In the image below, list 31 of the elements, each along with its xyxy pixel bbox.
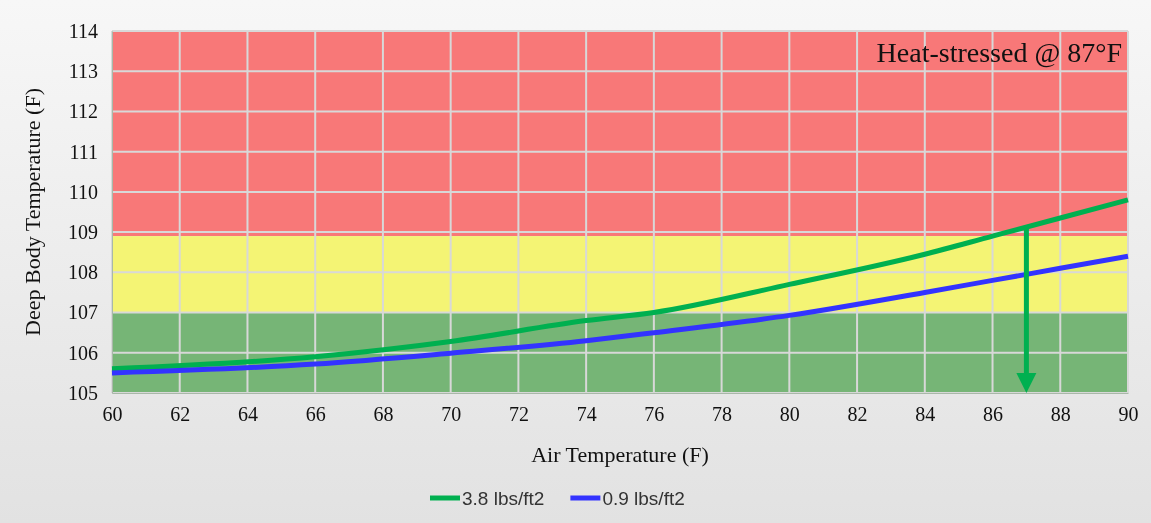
y-tick-label: 109 (68, 221, 98, 244)
x-axis-title: Air Temperature (F) (531, 442, 709, 467)
x-tick-label: 68 (373, 403, 394, 426)
x-tick-label: 66 (305, 403, 326, 426)
x-tick-label: 88 (1050, 403, 1071, 426)
legend-label: 0.9 lbs/ft2 (602, 488, 685, 509)
y-tick-label: 108 (68, 261, 98, 284)
x-tick-label: 74 (576, 403, 597, 426)
legend-label: 3.8 lbs/ft2 (462, 488, 545, 509)
y-tick-label: 106 (68, 341, 98, 364)
y-axis-title: Deep Body Temperature (F) (20, 88, 45, 336)
x-tick-label: 70 (441, 403, 462, 426)
y-tick-label: 110 (68, 180, 98, 203)
y-tick-label: 113 (68, 60, 98, 83)
x-tick-label: 80 (779, 403, 800, 426)
x-tick-label: 82 (847, 403, 868, 426)
x-tick-label: 60 (102, 403, 123, 426)
y-tick-label: 107 (68, 301, 98, 324)
x-tick-label: 76 (644, 403, 665, 426)
y-tick-label: 112 (68, 100, 98, 123)
x-tick-label: 90 (1118, 403, 1139, 426)
y-tick-label: 111 (69, 140, 98, 163)
y-tick-label: 105 (68, 381, 98, 404)
x-tick-label: 84 (915, 403, 936, 426)
annotation: Heat-stressed @ 87°F (876, 37, 1122, 68)
y-tick-label: 114 (68, 19, 98, 42)
x-tick-label: 72 (508, 403, 529, 426)
x-tick-label: 62 (170, 403, 191, 426)
x-tick-label: 64 (237, 403, 258, 426)
x-tick-label: 86 (983, 403, 1004, 426)
x-tick-label: 78 (712, 403, 733, 426)
